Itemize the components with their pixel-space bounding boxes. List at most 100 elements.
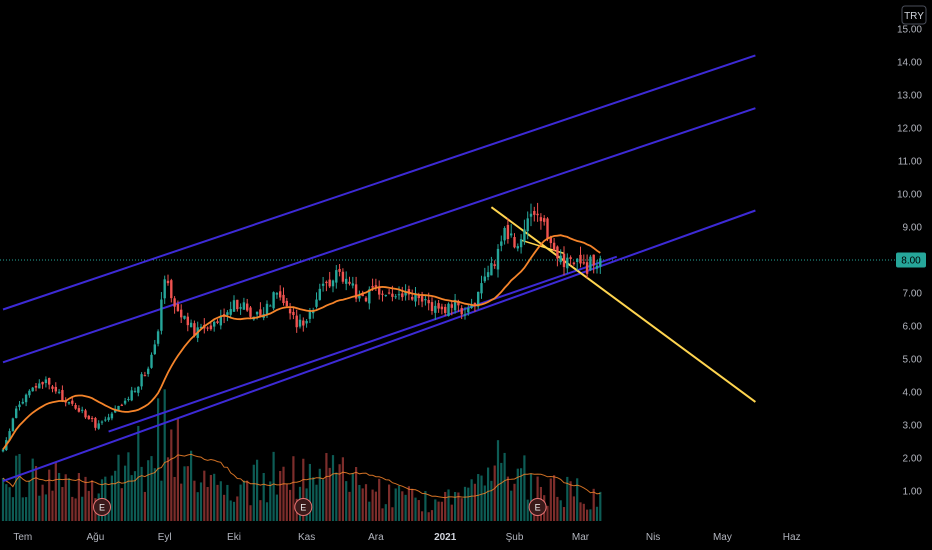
volume-bar — [559, 500, 562, 521]
volume-bar — [130, 475, 133, 521]
candle — [592, 254, 595, 274]
price-axis-tick-label: 5.00 — [903, 355, 923, 366]
volume-bar — [282, 466, 285, 521]
time-axis[interactable]: Tem Ağu Eyl Eki Kas Ara 2021 Şub Mar Nis May Haz — [13, 532, 800, 543]
drawing-lines[interactable] — [2, 54, 756, 483]
candle — [133, 387, 137, 393]
candle-body — [444, 306, 447, 313]
candle-body — [44, 379, 48, 384]
volume-bar — [166, 457, 170, 521]
candle-body — [199, 326, 203, 329]
candle-body — [242, 302, 246, 310]
volume-bar — [285, 483, 288, 521]
volume-bar — [411, 488, 414, 521]
volume-bar — [265, 502, 269, 521]
candle-body — [28, 390, 31, 396]
volume-bar — [417, 500, 420, 521]
volume-bar — [84, 476, 87, 521]
candle-body — [460, 308, 463, 315]
candle — [562, 246, 566, 276]
volume-bar — [213, 473, 216, 521]
candle-body — [430, 302, 434, 312]
time-axis-tick-label: Ağu — [87, 532, 105, 543]
volume-bar — [150, 456, 153, 521]
candle — [480, 275, 483, 299]
candle-body — [143, 375, 147, 377]
volume-bar — [289, 489, 292, 521]
candle — [44, 376, 48, 388]
time-axis-tick-label: Nis — [646, 532, 660, 543]
channel-middle-line[interactable] — [2, 107, 756, 364]
volume-bar — [378, 478, 381, 521]
earnings-marker[interactable]: E — [93, 498, 111, 516]
candle-body — [110, 413, 114, 419]
channel-inner-line[interactable] — [2, 209, 756, 483]
channel-top-line[interactable] — [2, 54, 756, 311]
candle-body — [440, 306, 444, 310]
candle — [595, 260, 599, 274]
candle — [229, 301, 232, 318]
volume-bar — [338, 464, 341, 521]
price-axis-tick-label: 6.00 — [903, 322, 923, 333]
candle-body — [503, 227, 506, 241]
volume-bar — [355, 467, 358, 521]
candle-body — [71, 400, 74, 404]
candle — [338, 264, 341, 277]
descending-trend-line[interactable] — [490, 206, 756, 403]
volume-bar — [74, 498, 77, 521]
volume-bar — [58, 472, 61, 521]
earnings-marker[interactable]: E — [294, 498, 313, 516]
earnings-marker-label: E — [99, 503, 105, 513]
candle-body — [364, 297, 368, 302]
candle-body — [189, 322, 193, 328]
candle-body — [397, 294, 401, 296]
volume-bar — [318, 468, 321, 521]
time-axis-tick-label: Mar — [572, 532, 590, 543]
candle — [48, 377, 51, 390]
candle-body — [305, 320, 308, 324]
candle — [94, 416, 97, 431]
candle-body — [480, 283, 483, 294]
channel-bottom-line[interactable] — [108, 255, 618, 433]
candle — [328, 271, 331, 289]
candle-body — [127, 398, 130, 400]
candle — [384, 294, 387, 297]
volume-bar — [117, 454, 120, 521]
candle — [24, 393, 28, 407]
volume-bar — [361, 488, 364, 521]
candle-body — [447, 303, 450, 317]
volume-bar — [186, 466, 189, 521]
candle — [236, 299, 239, 312]
volume-bar — [21, 497, 24, 521]
current-price-tag: 8.00 — [896, 252, 926, 268]
earnings-marker[interactable]: E — [528, 498, 547, 516]
candle — [450, 300, 453, 316]
candle-body — [338, 268, 341, 272]
volume-bar — [120, 488, 123, 521]
candle — [275, 291, 279, 299]
candle-body — [219, 316, 222, 326]
candle — [513, 233, 516, 249]
candle — [477, 291, 480, 310]
volume-bar — [180, 483, 183, 521]
candle-body — [38, 383, 41, 389]
candle — [566, 253, 569, 274]
current-price-label: 8.00 — [901, 256, 921, 267]
volume-bar — [34, 466, 38, 521]
candle-body — [123, 400, 127, 404]
candle-body — [566, 257, 569, 269]
volume-bar — [500, 462, 503, 521]
candle — [381, 290, 384, 302]
candle — [189, 319, 193, 328]
candle — [460, 305, 463, 320]
candle-body — [1, 449, 5, 452]
volume-bar — [28, 480, 31, 521]
price-axis[interactable]: 1.00 2.00 3.00 4.00 5.00 6.00 7.00 9.00 10.00 11.… — [897, 25, 922, 498]
currency-badge[interactable]: TRY — [901, 5, 927, 25]
volume-bar — [394, 488, 397, 521]
candle-body — [592, 254, 595, 266]
volume-bar — [11, 497, 14, 521]
candle-body — [331, 280, 335, 287]
